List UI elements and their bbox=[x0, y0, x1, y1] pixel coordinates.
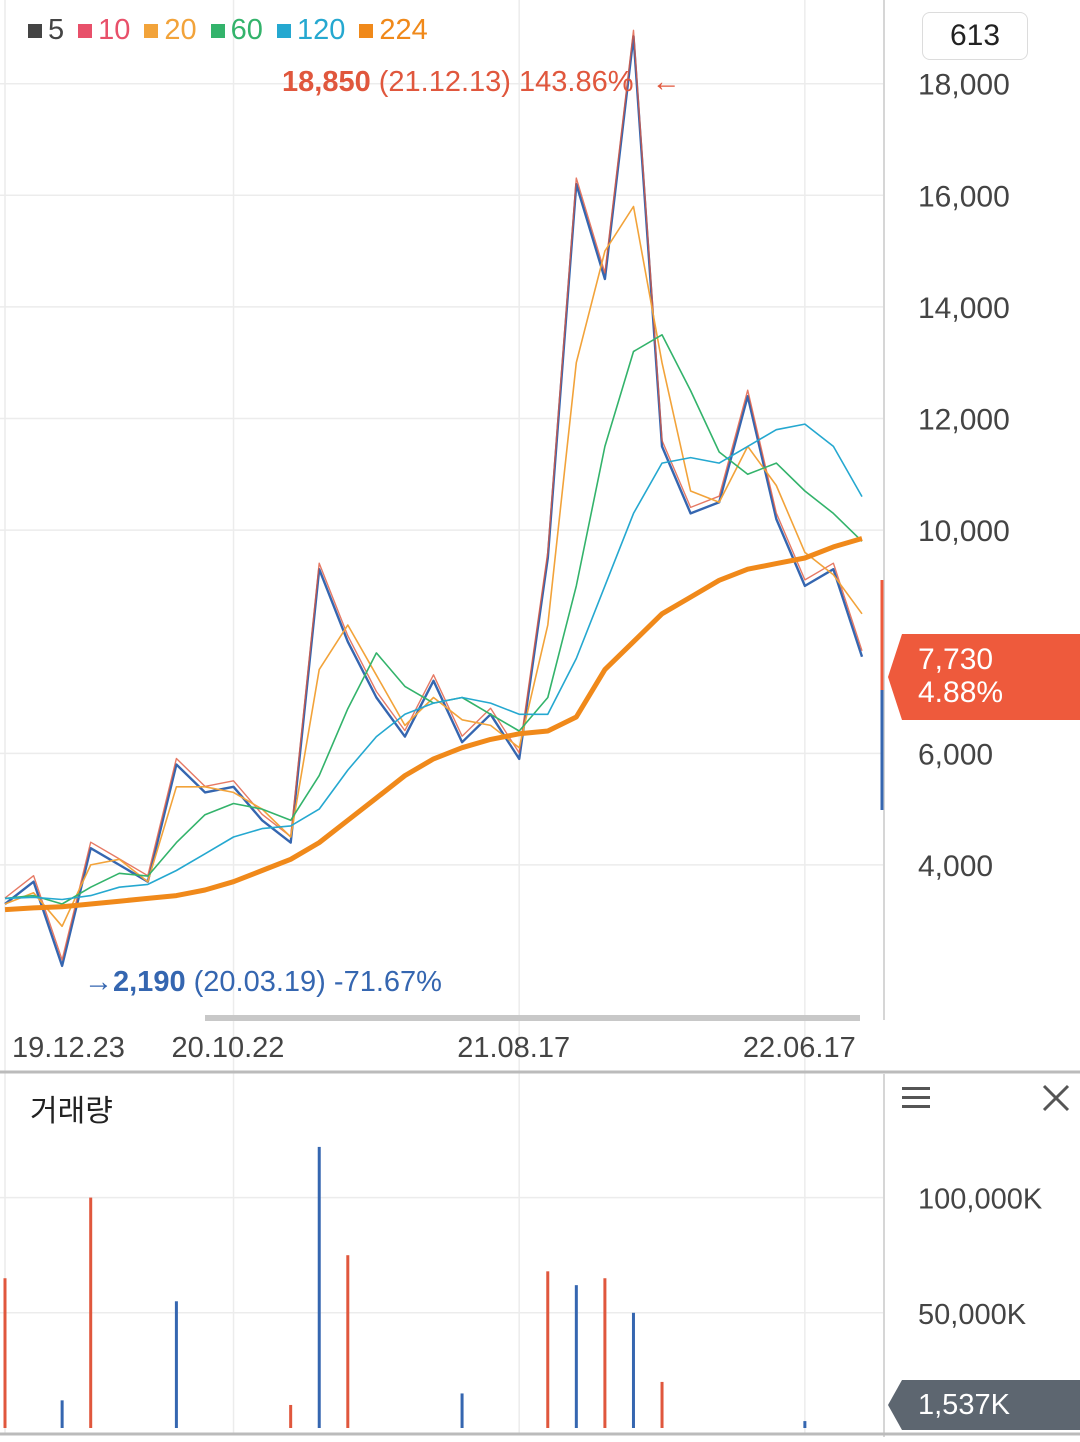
volume-title: 거래량 bbox=[30, 1095, 113, 1128]
low-date: (20.03.19) bbox=[193, 966, 326, 998]
volume-grid bbox=[0, 1196, 884, 1314]
axis-labels: 4,000 6,000 10,000 12,000 14,000 16,000 18,000… bbox=[12, 69, 1043, 1331]
legend-label: 224 bbox=[379, 14, 428, 46]
legend-swatch bbox=[144, 23, 159, 38]
volume-bar bbox=[574, 1285, 578, 1428]
volume-bar bbox=[803, 1421, 807, 1428]
legend-item-5[interactable]: 5 bbox=[28, 14, 64, 47]
legend-swatch bbox=[78, 23, 93, 38]
close-icon[interactable] bbox=[1040, 1082, 1072, 1114]
legend-label: 60 bbox=[230, 14, 263, 46]
volume-bar bbox=[174, 1301, 178, 1428]
high-annotation: 18,850 (21.12.13) 143.86% ← bbox=[282, 66, 681, 99]
volume-tick-label: 100,000K bbox=[918, 1184, 1043, 1216]
legend-label: 20 bbox=[164, 14, 197, 46]
legend-swatch bbox=[210, 23, 225, 38]
volume-bar bbox=[346, 1255, 350, 1428]
x-tick-label: 22.06.17 bbox=[743, 1032, 856, 1064]
price-tick-label: 14,000 bbox=[918, 292, 1010, 325]
horizontal-scrollbar[interactable] bbox=[205, 1015, 860, 1021]
price-tick-label: 12,000 bbox=[918, 404, 1010, 437]
high-value: 18,850 bbox=[282, 66, 371, 98]
x-tick-label: 21.08.17 bbox=[457, 1032, 570, 1064]
period-input[interactable]: 613 bbox=[922, 12, 1028, 60]
series-line-120 bbox=[4, 423, 863, 901]
menu-icon[interactable] bbox=[900, 1084, 932, 1112]
volume-bar bbox=[89, 1197, 93, 1428]
low-arrow-icon: → bbox=[84, 966, 113, 998]
x-tick-label: 19.12.23 bbox=[12, 1032, 125, 1064]
legend-item-224[interactable]: 224 bbox=[359, 14, 428, 47]
legend-swatch bbox=[359, 23, 374, 38]
legend-label: 5 bbox=[48, 14, 65, 46]
price-tick-label: 4,000 bbox=[918, 850, 993, 883]
legend-swatch bbox=[276, 23, 291, 38]
current-volume: 1,537K bbox=[918, 1389, 1010, 1421]
series-line-5-up bbox=[4, 29, 863, 961]
volume-bar bbox=[546, 1271, 550, 1428]
current-price-tag: 7,730 4.88% bbox=[888, 634, 1080, 720]
price-grid bbox=[0, 0, 884, 1434]
price-tick-label: 16,000 bbox=[918, 180, 1010, 213]
volume-bars bbox=[3, 1146, 807, 1428]
volume-bar bbox=[660, 1381, 664, 1428]
legend-swatch bbox=[28, 23, 42, 38]
volume-bar bbox=[3, 1278, 7, 1428]
price-tick-label: 6,000 bbox=[918, 738, 993, 771]
price-tick-label: 18,000 bbox=[918, 69, 1010, 102]
volume-tick-label: 50,000K bbox=[918, 1299, 1027, 1331]
series-line-5 bbox=[4, 35, 864, 968]
series-line-60 bbox=[4, 333, 863, 905]
current-change: 4.88% bbox=[918, 676, 1004, 709]
low-value: 2,190 bbox=[113, 966, 186, 998]
series-line-224 bbox=[4, 536, 863, 913]
legend-label: 10 bbox=[98, 14, 131, 46]
low-change: -71.67% bbox=[333, 966, 442, 998]
price-lines bbox=[4, 29, 864, 968]
legend-item-120[interactable]: 120 bbox=[276, 14, 346, 47]
low-annotation: →2,190 (20.03.19) -71.67% bbox=[84, 966, 442, 999]
volume-bar bbox=[289, 1404, 293, 1428]
high-change: 143.86% bbox=[519, 66, 634, 98]
legend-item-10[interactable]: 10 bbox=[78, 14, 130, 47]
volume-bar bbox=[460, 1393, 464, 1428]
high-date: (21.12.13) bbox=[378, 66, 511, 98]
price-tick-label: 10,000 bbox=[918, 515, 1010, 548]
volume-bar bbox=[317, 1146, 321, 1428]
x-tick-label: 20.10.22 bbox=[172, 1032, 285, 1064]
current-volume-tag: 1,537K bbox=[888, 1380, 1080, 1430]
volume-bar bbox=[603, 1278, 607, 1428]
volume-bar bbox=[60, 1400, 64, 1428]
legend-item-60[interactable]: 60 bbox=[210, 14, 263, 47]
ma-legend: 5 10 20 60 120 224 bbox=[28, 14, 428, 47]
volume-bar bbox=[631, 1312, 635, 1428]
high-arrow-icon: ← bbox=[651, 66, 681, 98]
series-line-20 bbox=[4, 205, 863, 928]
legend-label: 120 bbox=[296, 14, 346, 46]
legend-item-20[interactable]: 20 bbox=[144, 14, 197, 47]
current-price: 7,730 bbox=[918, 643, 994, 676]
